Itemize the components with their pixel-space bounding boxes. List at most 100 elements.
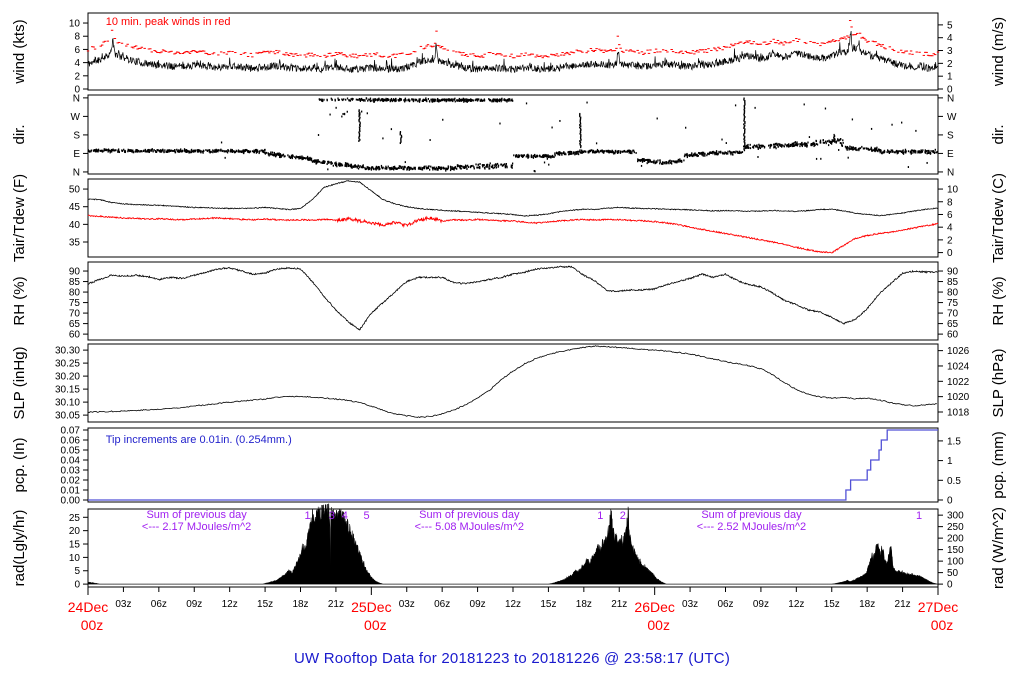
dir-point (851, 148, 854, 151)
dir-point (408, 100, 411, 103)
peak-dash (540, 55, 543, 57)
peak-dash (654, 48, 658, 50)
dir-point (291, 155, 293, 158)
dir-point (579, 114, 581, 117)
peak-dash (901, 52, 904, 54)
dir-point (124, 149, 126, 152)
dir-point (713, 151, 715, 154)
dir-point (661, 162, 663, 165)
dir-point (330, 97, 332, 100)
peak-dash (593, 50, 597, 52)
peak-dash (222, 52, 226, 54)
dir-point (158, 149, 160, 152)
dir-point (393, 167, 395, 170)
dir-point (443, 167, 445, 170)
dir-point (234, 151, 236, 154)
dir-point (123, 148, 125, 151)
dir-point (215, 149, 217, 152)
dir-point (447, 165, 449, 168)
dir-point (891, 123, 893, 126)
dir-point (782, 144, 784, 147)
dir-point (851, 118, 854, 121)
peak-dash (134, 45, 138, 47)
dir-point (774, 142, 777, 145)
dir-point (743, 119, 745, 122)
dir-point (358, 120, 360, 123)
dir-point (927, 152, 929, 154)
peak-dash (184, 51, 187, 53)
dir-point (588, 149, 590, 152)
dir-point (315, 162, 317, 165)
dir-point (380, 164, 383, 167)
dir-point (794, 141, 796, 144)
peak-dash (671, 51, 675, 53)
dir-point (902, 152, 905, 155)
dir-point (395, 99, 397, 102)
dir-point (905, 150, 907, 153)
peak-dash (686, 51, 689, 53)
right-tick-label: 4 (947, 33, 953, 44)
dir-point (146, 149, 148, 152)
peak-dash (551, 54, 554, 56)
dir-point (888, 150, 890, 153)
dir-point (936, 151, 938, 154)
dir-point (833, 135, 836, 138)
peak-dash (805, 42, 808, 44)
dir-point (265, 151, 268, 154)
pcp-series: Tip increments are 0.01in. (0.254mm.) (88, 429, 938, 501)
dir-point (759, 147, 762, 150)
peak-dash (285, 52, 288, 54)
left-tick-label: N (73, 167, 80, 178)
dir-point (327, 168, 329, 171)
dir-point (579, 124, 581, 126)
dir-point (501, 164, 504, 167)
dir-point (479, 167, 481, 170)
peak-dash (656, 51, 659, 53)
dir-point (381, 98, 384, 101)
peak-dash (457, 51, 461, 53)
dir-point (487, 165, 489, 168)
dir-point (219, 149, 221, 152)
dir-point (368, 168, 371, 170)
dir-point (712, 151, 714, 154)
dir-point (683, 155, 686, 158)
dir-point (405, 99, 407, 102)
peak-dash (440, 45, 444, 47)
peak-dash (768, 43, 771, 45)
dir-point (758, 145, 761, 148)
peak-dash (827, 40, 831, 42)
dir-point (291, 154, 294, 157)
peak-dash (721, 49, 724, 51)
dir-point (337, 99, 340, 101)
dir-point (572, 152, 575, 155)
dir-point (253, 149, 255, 152)
dir-point (515, 155, 517, 158)
dir-point (235, 149, 237, 152)
dir-point (577, 152, 579, 155)
dir-point (852, 146, 855, 149)
pcp-step-line (88, 429, 938, 501)
dir-point (344, 164, 347, 167)
peak-dash (489, 52, 492, 54)
peak-dash (640, 51, 644, 53)
peak-dash (433, 42, 437, 44)
peak-dash (749, 43, 753, 45)
dir-point (917, 150, 920, 153)
dir-point (378, 168, 380, 171)
peak-dash (425, 45, 428, 47)
right-tick-label: 4 (947, 223, 953, 234)
dir-point (463, 100, 465, 103)
peak-dash (837, 40, 841, 42)
peak-dash (620, 50, 624, 52)
dir-point (880, 150, 882, 153)
dir-point (358, 114, 360, 117)
slp-series (87, 345, 937, 418)
dir-point (743, 108, 745, 111)
dir-point (737, 152, 739, 154)
dir-point (540, 155, 542, 158)
dir-point (131, 150, 133, 153)
dir-point (493, 166, 496, 169)
dir-point (580, 135, 582, 138)
peak-dash (619, 47, 622, 49)
dir-point (863, 147, 866, 150)
